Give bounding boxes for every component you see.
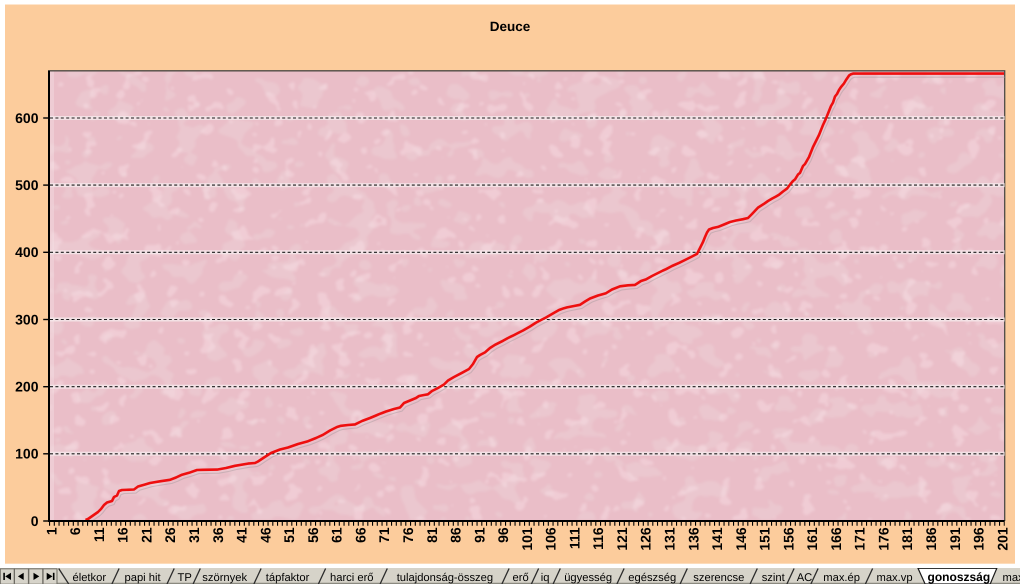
svg-text:tulajdonság-összeg: tulajdonság-összeg bbox=[397, 572, 493, 584]
svg-text:151: 151 bbox=[757, 527, 773, 551]
svg-text:Deuce: Deuce bbox=[490, 19, 531, 34]
svg-text:166: 166 bbox=[828, 527, 844, 551]
svg-text:tápfaktor: tápfaktor bbox=[266, 572, 310, 584]
svg-text:500: 500 bbox=[15, 177, 39, 193]
svg-text:6: 6 bbox=[67, 527, 83, 535]
svg-text:AC: AC bbox=[797, 572, 813, 584]
svg-text:max.vp: max.vp bbox=[877, 572, 913, 584]
svg-text:66: 66 bbox=[352, 527, 368, 543]
svg-text:életkor: életkor bbox=[73, 572, 107, 584]
svg-text:86: 86 bbox=[448, 527, 464, 543]
svg-text:81: 81 bbox=[424, 527, 440, 543]
svg-text:51: 51 bbox=[281, 527, 297, 543]
svg-text:11: 11 bbox=[91, 527, 107, 542]
svg-text:1: 1 bbox=[43, 527, 59, 535]
svg-text:szörnyek: szörnyek bbox=[202, 572, 247, 584]
svg-text:36: 36 bbox=[210, 527, 226, 543]
svg-text:176: 176 bbox=[876, 527, 892, 551]
svg-text:ügyesség: ügyesség bbox=[564, 572, 612, 584]
svg-text:61: 61 bbox=[329, 527, 345, 543]
svg-text:300: 300 bbox=[15, 311, 39, 327]
svg-text:186: 186 bbox=[923, 527, 939, 551]
svg-text:200: 200 bbox=[15, 379, 39, 395]
svg-text:71: 71 bbox=[376, 527, 392, 543]
svg-text:TP: TP bbox=[178, 572, 192, 584]
svg-text:szint: szint bbox=[762, 572, 786, 584]
svg-text:191: 191 bbox=[947, 527, 963, 551]
svg-text:egészség: egészség bbox=[628, 572, 676, 584]
svg-text:41: 41 bbox=[234, 527, 250, 543]
svg-text:171: 171 bbox=[852, 527, 868, 551]
svg-text:31: 31 bbox=[186, 527, 202, 543]
svg-text:91: 91 bbox=[471, 527, 487, 543]
svg-text:16: 16 bbox=[115, 527, 131, 543]
svg-text:max.t: max.t bbox=[1003, 572, 1020, 584]
svg-text:201: 201 bbox=[994, 527, 1010, 551]
svg-text:106: 106 bbox=[543, 527, 559, 551]
svg-text:0: 0 bbox=[31, 513, 39, 529]
svg-text:26: 26 bbox=[162, 527, 178, 543]
svg-text:161: 161 bbox=[804, 527, 820, 551]
svg-text:szerencse: szerencse bbox=[693, 572, 744, 584]
svg-text:76: 76 bbox=[400, 527, 416, 543]
svg-text:100: 100 bbox=[15, 446, 39, 462]
svg-text:181: 181 bbox=[899, 527, 915, 551]
svg-text:max.ép: max.ép bbox=[823, 572, 860, 584]
svg-text:156: 156 bbox=[780, 527, 796, 551]
svg-text:131: 131 bbox=[662, 527, 678, 551]
svg-text:56: 56 bbox=[305, 527, 321, 543]
svg-text:400: 400 bbox=[15, 244, 39, 260]
svg-text:121: 121 bbox=[614, 527, 630, 551]
svg-text:21: 21 bbox=[139, 527, 155, 543]
svg-text:116: 116 bbox=[590, 527, 606, 550]
svg-text:196: 196 bbox=[971, 527, 987, 551]
svg-text:111: 111 bbox=[566, 527, 582, 549]
svg-text:gonoszság: gonoszság bbox=[928, 570, 991, 584]
svg-text:papi hit: papi hit bbox=[125, 572, 162, 584]
svg-text:600: 600 bbox=[15, 110, 39, 126]
svg-text:126: 126 bbox=[638, 527, 654, 551]
svg-text:136: 136 bbox=[685, 527, 701, 551]
svg-text:96: 96 bbox=[495, 527, 511, 543]
svg-text:harci erő: harci erő bbox=[330, 572, 374, 584]
svg-text:101: 101 bbox=[519, 527, 535, 551]
svg-text:iq: iq bbox=[541, 572, 550, 584]
svg-text:46: 46 bbox=[257, 527, 273, 543]
svg-text:141: 141 bbox=[709, 527, 725, 551]
svg-text:146: 146 bbox=[733, 527, 749, 551]
svg-text:erő: erő bbox=[513, 572, 529, 584]
